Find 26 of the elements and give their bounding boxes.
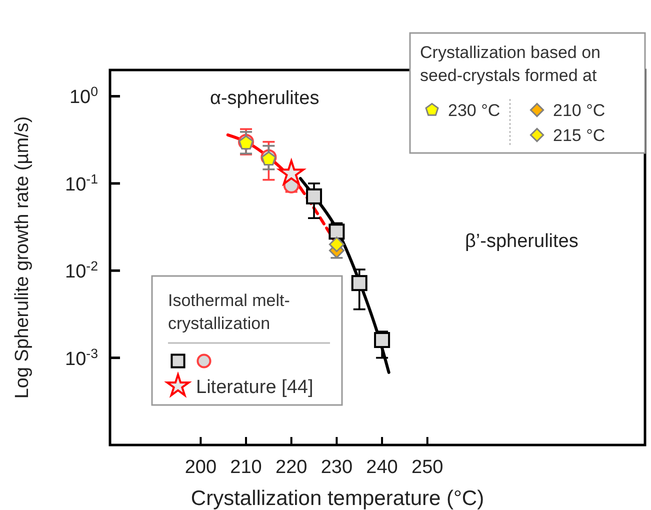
x-tick-label: 230 bbox=[320, 457, 353, 478]
point bbox=[306, 188, 322, 204]
point bbox=[328, 224, 345, 240]
x-tick-label: 210 bbox=[230, 457, 262, 478]
y-tick-label: 10$^{-1}$ bbox=[65, 170, 98, 196]
y-axis-title: Log Spherulite growth rate (µm/s) bbox=[12, 116, 33, 399]
legend-label: 230 °C bbox=[448, 101, 500, 120]
legend-label: Literature [44] bbox=[196, 377, 314, 398]
annotation: α-spherulites bbox=[210, 88, 320, 109]
point bbox=[374, 332, 390, 348]
x-axis-title: Crystallization temperature (°C) bbox=[190, 487, 484, 510]
x-tick-label: 240 bbox=[366, 457, 398, 478]
x-tick-label: 250 bbox=[412, 457, 444, 478]
point bbox=[278, 160, 304, 185]
x-tick-label: 220 bbox=[276, 457, 308, 478]
annotation: β’-spherulites bbox=[465, 231, 578, 252]
y-tick-label: 10$^{-3}$ bbox=[65, 345, 98, 370]
legend-label: 210 °C bbox=[553, 101, 606, 120]
y-tick-label: 10$^{-2}$ bbox=[65, 258, 98, 283]
legend-label: 215 °C bbox=[553, 126, 606, 145]
point bbox=[351, 275, 368, 292]
y-tick-label: 10$^{0}$ bbox=[69, 84, 98, 108]
x-tick-label: 200 bbox=[184, 457, 217, 478]
legend-title: Crystallization based on seed-crystals formed at bbox=[420, 43, 600, 85]
annotation: Isothermal melt-crystallization bbox=[168, 291, 290, 333]
point bbox=[328, 236, 344, 252]
